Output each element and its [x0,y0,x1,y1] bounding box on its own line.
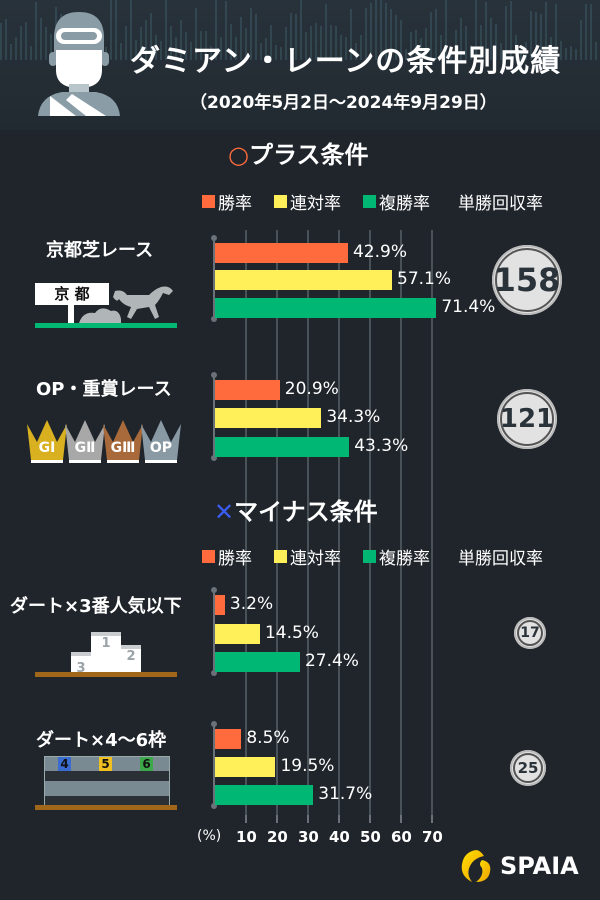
crown-icon: GⅠ [25,418,69,464]
podium-first: 1 [91,632,121,676]
starting-gate-illustration: 4 5 6 [35,756,177,812]
bar-value-win: 42.9% [352,242,407,262]
podium-illustration: 1 2 3 [35,632,177,680]
bar-top2 [215,757,276,777]
gridline [338,230,340,818]
bar-axis [213,374,215,457]
roi-header: 単勝回収率 [458,194,543,214]
bar-win [215,243,348,263]
gridline [245,230,247,818]
axis-tick-label: 70 [422,828,443,846]
bar-top2 [215,408,322,428]
bar-value-top2: 14.5% [264,623,319,643]
circle-icon: ○ [228,141,249,169]
bar-top3 [215,785,314,805]
spaia-logo: SPAIA [458,848,579,884]
grade-crowns-illustration: GⅠ GⅡ GⅢ OP [25,418,185,464]
bar-top2 [215,270,392,290]
axis-tick-label: 20 [267,828,288,846]
bar-win [215,595,225,615]
gate-4: 4 [58,757,71,771]
bar-win [215,729,242,749]
roi-value: 17 [517,620,543,646]
roi-coin: 25 [510,750,546,786]
dirt-ground [35,672,177,677]
roi-coin: 17 [514,617,546,649]
minus-legend: 勝率 連対率 複勝率 単勝回収率 [202,544,543,569]
spaia-logo-icon [461,850,491,882]
plus-section-title: ○プラス条件 [228,141,369,169]
legend-swatch-top3 [363,195,376,208]
axis-tick-label: 50 [360,828,381,846]
gridline [276,230,278,818]
roi-coin: 121 [497,389,557,449]
plus-legend: 勝率 連対率 複勝率 単勝回収率 [202,189,543,214]
page-title: ダミアン・レーンの条件別成績 [130,44,562,79]
roi-value: 25 [513,753,543,783]
condition-label-dirt-3rd-fav-or-lower: ダート×3番人気以下 [10,596,182,617]
legend-swatch-top2 [274,195,287,208]
gate-6: 6 [140,757,153,771]
axis-unit: (%) [197,828,222,844]
crown-icon: OP [139,418,183,464]
bar-value-win: 20.9% [284,379,339,399]
bar-value-top2: 57.1% [397,269,452,289]
turf-ground [35,323,177,328]
axis-tick-label: 60 [391,828,412,846]
roi-header: 単勝回収率 [458,549,543,569]
bar-value-top2: 19.5% [280,756,335,776]
gridline [369,230,371,818]
horse-icon [79,286,173,323]
gridline [307,230,309,818]
axis-tick-label: 30 [298,828,319,846]
podium-second: 2 [121,645,141,676]
bar-axis [213,237,215,318]
condition-label-op-graded: OP・重賞レース [36,379,172,400]
gate-5: 5 [99,757,112,771]
minus-section-title: ✕マイナス条件 [214,498,378,526]
crown-label: GⅡ [74,440,96,456]
bar-value-top3: 27.4% [304,651,359,671]
bar-axis [213,589,215,672]
bar-axis [213,723,215,805]
crown-label: OP [149,440,173,456]
bar-top3 [215,298,437,318]
podium-third: 3 [71,652,91,676]
bar-value-top3: 43.3% [354,436,409,456]
bar-value-top3: 31.7% [318,784,373,804]
crown-icon: GⅢ [101,418,145,464]
roi-value: 158 [494,248,560,312]
bar-value-win: 8.5% [246,728,290,748]
axis-tick-label: 10 [236,828,257,846]
bar-win [215,380,280,400]
legend-swatch-top3 [363,550,376,563]
crown-label: GⅢ [110,440,136,456]
condition-label-dirt-gate-4-6: ダート×4～6枠 [36,730,167,751]
legend-swatch-win [202,550,215,563]
gridline [431,230,433,818]
axis-tick-label: 40 [329,828,350,846]
bar-value-top2: 34.3% [326,407,381,427]
bar-top3 [215,652,300,672]
roi-value: 121 [500,392,554,446]
bar-top3 [215,437,350,457]
gridline [400,230,402,818]
bar-value-top3: 71.4% [441,297,496,317]
legend-swatch-win [202,195,215,208]
roi-coin: 158 [492,245,562,315]
kyoto-illustration: 京 都 [35,283,177,329]
cross-icon: ✕ [214,498,235,526]
gate-frame: 4 5 6 [44,756,170,808]
bar-value-win: 3.2% [229,594,274,614]
crown-icon: GⅡ [63,418,107,464]
bar-top2 [215,624,260,644]
date-range: （2020年5月2日～2024年9月29日） [190,93,497,113]
kyoto-sign: 京 都 [35,283,109,305]
jockey-icon [38,12,120,116]
condition-label-kyoto-turf: 京都芝レース [46,240,154,261]
crown-label: GⅠ [38,440,56,456]
dirt-ground [35,805,177,810]
legend-swatch-top2 [274,550,287,563]
